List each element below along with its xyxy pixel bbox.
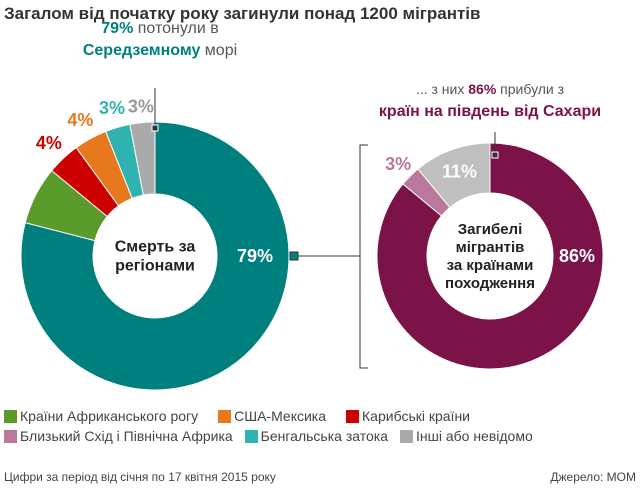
legend-label: Карибські країни — [362, 408, 470, 424]
legend-item: Близький Схід і Північна Африка — [4, 428, 233, 444]
legend-swatch — [399, 429, 413, 443]
legend-label: США-Мексика — [234, 408, 327, 424]
footer-source: Джерело: МОМ — [550, 470, 636, 484]
annotation-left: 79% потонули в Середземному морі — [60, 18, 260, 62]
marker-left — [151, 124, 159, 132]
legend-swatch — [218, 409, 232, 423]
legend-swatch — [346, 409, 360, 423]
slice-label: 86% — [559, 246, 595, 266]
legend-swatch — [244, 429, 258, 443]
connector — [154, 88, 496, 369]
footer-note: Цифри за період від січня по 17 квітня 2… — [4, 470, 276, 484]
slice-label: 4% — [67, 110, 93, 130]
annotation-right-pct: 86% — [468, 81, 497, 97]
donut-regions: 79% 7% 4%4% 3% 3% Смерть за регіонами — [1, 97, 290, 391]
donut-slice — [417, 142, 491, 209]
center-label: мігрантів — [456, 239, 525, 256]
annotation-left-text2: морі — [204, 42, 238, 59]
legend-label: Інші або невідомо — [415, 428, 533, 444]
marker-right — [491, 151, 499, 159]
center-label: регіонами — [115, 258, 195, 275]
annotation-right-text1: прибули з — [500, 81, 565, 97]
legend-label: Близький Схід і Північна Африка — [20, 428, 233, 444]
legend-label: Країни Африканського рогу — [20, 408, 199, 424]
slice-label: 7% — [1, 174, 27, 194]
slice-label: 3% — [385, 154, 411, 174]
legend-item: Бенгальська затока — [244, 428, 388, 444]
marker-connector — [289, 251, 299, 261]
slice-label: 79% — [237, 246, 273, 266]
legend-swatch — [4, 409, 17, 423]
center-label: Смерть за — [115, 239, 196, 256]
legend: Країни Африканського рогу США-Мексика Ка… — [4, 408, 640, 444]
annotation-right-prefix: ... з них — [415, 81, 465, 97]
donut-slice — [129, 121, 156, 196]
legend-label: Бенгальська затока — [260, 428, 388, 444]
annotation-left-text1: потонули в — [137, 20, 219, 37]
center-label: Загибелі — [458, 221, 523, 238]
annotation-right-place: країн на південь від Сахари — [378, 103, 602, 120]
slice-label: 11% — [442, 161, 477, 181]
legend-item: Країни Африканського рогу — [4, 408, 198, 424]
slice-label: 3% — [99, 98, 125, 118]
chart-title: Загалом від початку року загинули понад … — [4, 4, 481, 23]
donut-slice — [20, 121, 290, 391]
center-label: походження — [445, 275, 535, 292]
center-label: за країнами — [447, 257, 534, 274]
legend-item: Інші або невідомо — [399, 428, 533, 444]
donut-slice — [376, 142, 604, 370]
legend-item: США-Мексика — [218, 408, 326, 424]
annotation-right: ... з них 86% прибули з країн на південь… — [360, 78, 620, 123]
legend-item: Карибські країни — [346, 408, 470, 424]
annotation-left-place: Середземному — [82, 42, 201, 59]
legend-swatch — [4, 429, 17, 443]
slice-label: 4% — [36, 133, 62, 153]
annotation-left-pct: 79% — [101, 20, 134, 37]
slice-label: 3% — [128, 97, 154, 117]
